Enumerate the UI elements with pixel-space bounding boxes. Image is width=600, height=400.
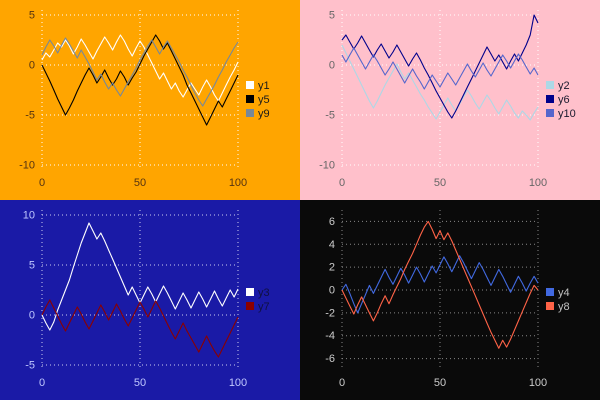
series-line-y1 <box>41 34 239 102</box>
legend-swatch-y10 <box>546 109 554 117</box>
series-line-y2 <box>341 44 539 121</box>
y-tick-label: -2 <box>325 307 335 319</box>
legend-label-y6: y6 <box>558 94 570 106</box>
panel-bottom-right: 6 4 2 0 -2 -4 -6 0 50 100 y4 y8 <box>300 200 600 400</box>
x-tick-label: 50 <box>134 177 146 189</box>
legend-swatch-y2 <box>546 81 554 89</box>
series-line-y9 <box>41 37 239 107</box>
legend-swatch-y4 <box>546 288 554 296</box>
legend-label-y9: y9 <box>258 108 270 120</box>
y-tick-label: 0 <box>329 285 335 297</box>
y-tick-label: -5 <box>25 110 35 122</box>
series-line-y7 <box>41 299 239 358</box>
x-tick-label: 100 <box>529 377 547 389</box>
panel-top-left: 5 0 -5 -10 0 50 100 y1 y5 y9 <box>0 0 300 200</box>
x-tick-label: 100 <box>529 177 547 189</box>
panel-top-right: 5 0 -5 -10 0 50 100 y2 y6 y10 <box>300 0 600 200</box>
series-line-y6 <box>341 14 539 119</box>
x-tick-label: 50 <box>434 177 446 189</box>
y-tick-label: 0 <box>29 310 35 322</box>
legend-swatch-y7 <box>246 302 254 310</box>
series-line-y3 <box>41 222 239 331</box>
legend-swatch-y6 <box>546 95 554 103</box>
x-tick-label: 100 <box>229 177 247 189</box>
y-tick-label: 5 <box>329 10 335 22</box>
legend-swatch-y5 <box>246 95 254 103</box>
legend-label-y8: y8 <box>558 301 570 313</box>
x-tick-label: 0 <box>39 377 45 389</box>
y-tick-label: 5 <box>29 10 35 22</box>
y-tick-label: -6 <box>325 353 335 365</box>
series-line-y10 <box>341 47 539 90</box>
y-tick-label: 10 <box>23 210 35 222</box>
y-tick-label: 2 <box>329 262 335 274</box>
series-line-y5 <box>41 34 239 126</box>
legend-swatch-y1 <box>246 81 254 89</box>
legend-label-y10: y10 <box>558 108 576 120</box>
series-line-y4 <box>341 255 539 314</box>
x-tick-label: 50 <box>434 377 446 389</box>
y-tick-label: 5 <box>29 260 35 272</box>
y-tick-label: 0 <box>329 60 335 72</box>
panel-bottom-left: 10 5 0 -5 0 50 100 y3 y7 <box>0 200 300 400</box>
legend-label-y5: y5 <box>258 94 270 106</box>
y-tick-label: 4 <box>329 239 335 251</box>
y-tick-label: -5 <box>25 360 35 372</box>
legend-label-y7: y7 <box>258 301 270 313</box>
legend-swatch-y9 <box>246 109 254 117</box>
x-tick-label: 0 <box>339 377 345 389</box>
y-tick-label: -10 <box>19 160 35 172</box>
y-tick-label: -4 <box>325 330 335 342</box>
x-tick-label: 0 <box>39 177 45 189</box>
legend-label-y4: y4 <box>558 287 570 299</box>
y-tick-label: 6 <box>329 216 335 228</box>
x-tick-label: 100 <box>229 377 247 389</box>
legend-label-y3: y3 <box>258 287 270 299</box>
y-tick-label: -10 <box>319 160 335 172</box>
y-tick-label: 0 <box>29 60 35 72</box>
series-line-y8 <box>341 220 539 349</box>
chart-bottom-right: 6 4 2 0 -2 -4 -6 0 50 100 y4 y8 <box>325 210 570 389</box>
legend-swatch-y8 <box>546 302 554 310</box>
x-tick-label: 50 <box>134 377 146 389</box>
y-tick-label: -5 <box>325 110 335 122</box>
legend-label-y1: y1 <box>258 80 270 92</box>
legend-label-y2: y2 <box>558 80 570 92</box>
legend-swatch-y3 <box>246 288 254 296</box>
x-tick-label: 0 <box>339 177 345 189</box>
